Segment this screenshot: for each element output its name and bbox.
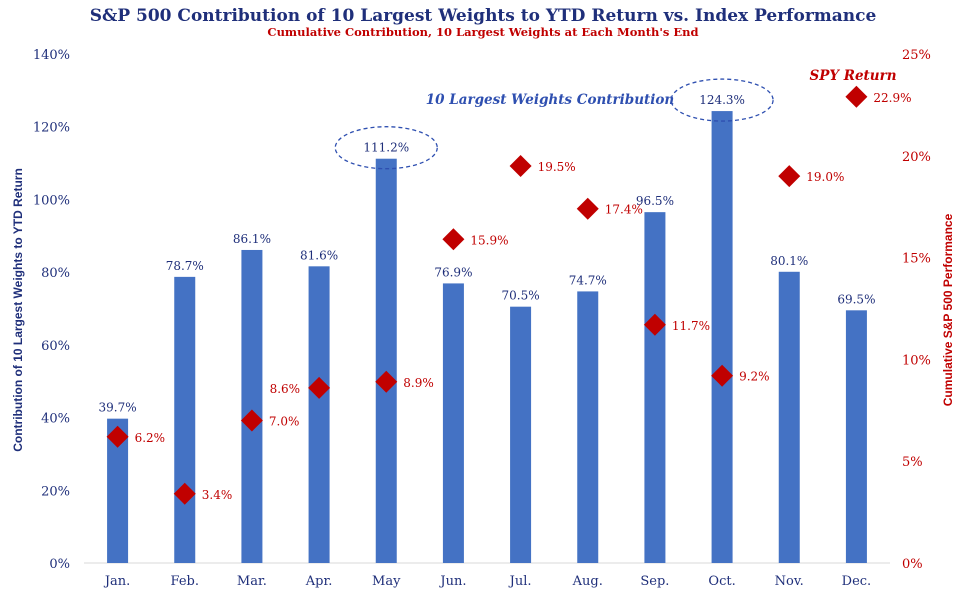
bar [308, 266, 330, 563]
bar-value-label: 69.5% [837, 292, 875, 306]
bar [375, 158, 397, 564]
spy-return-marker [509, 154, 532, 177]
spy-return-label: 19.0% [806, 170, 844, 184]
spy-return-label: 15.9% [470, 233, 508, 247]
bar [107, 418, 129, 563]
x-tick-label: Oct. [708, 574, 735, 589]
y-tick-left-label: 20% [41, 484, 70, 499]
spy-return-marker [643, 313, 666, 336]
spy-return-marker [106, 425, 129, 448]
spy-return-label: 8.6% [270, 382, 301, 396]
spy-return-marker [308, 376, 331, 399]
bars-series-annotation: 10 Largest Weights Contribution [426, 92, 674, 108]
bar [442, 283, 464, 563]
bar-value-label: 70.5% [502, 289, 540, 303]
x-tick-label: Sep. [640, 574, 669, 589]
spy-return-marker [375, 370, 398, 393]
spy-return-label: 9.2% [739, 370, 770, 384]
x-tick-label: May [372, 574, 401, 589]
highlight-ellipse [334, 126, 438, 170]
bar-value-label: 81.6% [300, 248, 338, 262]
x-tick-label: Apr. [305, 574, 333, 589]
bar [711, 111, 733, 563]
spy-return-label: 17.4% [605, 203, 643, 217]
bar [510, 306, 532, 563]
spy-return-label: 7.0% [269, 414, 300, 428]
spy-return-marker [442, 228, 465, 251]
x-tick-label: Jul. [508, 574, 532, 589]
y-axis-right-label: Cumulative S&P 500 Performance [941, 213, 955, 406]
y-tick-left-label: 100% [33, 193, 70, 208]
spy-return-marker [576, 197, 599, 220]
spy-return-label: 8.9% [403, 376, 434, 390]
bar [241, 249, 263, 563]
spy-return-marker [778, 165, 801, 188]
points-series-annotation: SPY Return [809, 68, 896, 84]
y-tick-left-label: 140% [33, 48, 70, 63]
bar-value-label: 80.1% [770, 254, 808, 268]
y-tick-left-label: 0% [49, 557, 70, 572]
y-tick-left-label: 120% [33, 121, 70, 136]
bar [174, 276, 196, 563]
x-tick-label: Feb. [171, 574, 199, 589]
x-tick-label: Mar. [237, 574, 267, 589]
y-tick-left-label: 40% [41, 412, 70, 427]
bar [577, 291, 599, 563]
y-tick-right-label: 15% [902, 252, 931, 267]
y-tick-left-label: 80% [41, 266, 70, 281]
bar-value-label: 96.5% [636, 194, 674, 208]
x-tick-label: Jan. [103, 574, 130, 589]
bar-value-label: 74.7% [569, 273, 607, 287]
spy-return-label: 3.4% [202, 488, 233, 502]
x-tick-label: Jun. [438, 574, 466, 589]
x-tick-label: Aug. [572, 574, 603, 589]
y-tick-right-label: 20% [902, 150, 931, 165]
x-tick-label: Dec. [842, 574, 872, 589]
spy-return-label: 22.9% [873, 91, 911, 105]
y-tick-right-label: 10% [902, 353, 931, 368]
spy-return-marker [845, 85, 868, 108]
bar [644, 212, 666, 563]
y-tick-right-label: 5% [902, 455, 923, 470]
bar [778, 271, 800, 563]
x-tick-label: Nov. [775, 574, 804, 589]
bar [845, 310, 867, 563]
bar-value-label: 111.2% [363, 141, 409, 155]
chart-title: S&P 500 Contribution of 10 Largest Weigh… [90, 6, 877, 26]
y-tick-right-label: 0% [902, 557, 923, 572]
bar-value-label: 124.3% [699, 93, 745, 107]
bar-value-label: 86.1% [233, 232, 271, 246]
spy-return-label: 19.5% [538, 160, 576, 174]
y-tick-right-label: 25% [902, 48, 931, 63]
bar-value-label: 78.7% [166, 259, 204, 273]
bar-value-label: 76.9% [434, 265, 472, 279]
spy-return-marker [173, 482, 196, 505]
spy-return-label: 6.2% [135, 431, 166, 445]
spy-return-marker [240, 409, 263, 432]
spy-return-label: 11.7% [672, 319, 710, 333]
chart-subtitle: Cumulative Contribution, 10 Largest Weig… [267, 25, 698, 39]
bar-value-label: 39.7% [99, 401, 137, 415]
highlight-ellipse [670, 78, 774, 122]
y-tick-left-label: 60% [41, 339, 70, 354]
spy-return-marker [711, 364, 734, 387]
y-axis-left-label: Contribution of 10 Largest Weights to YT… [11, 168, 25, 452]
